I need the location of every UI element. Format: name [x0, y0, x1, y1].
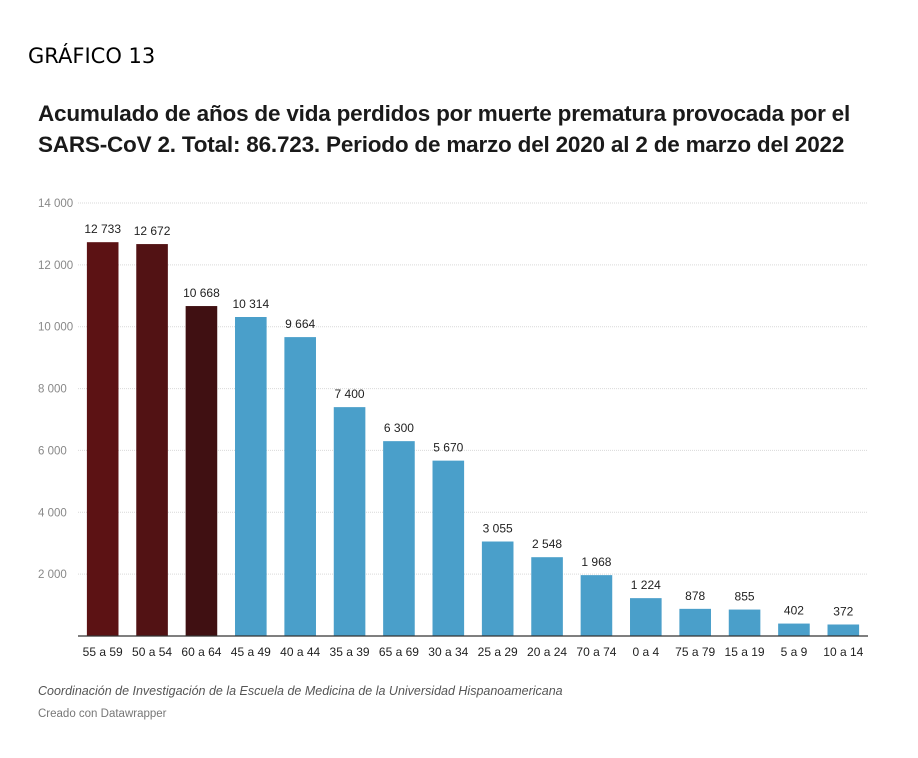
bar: [531, 557, 563, 636]
figure-label: GRÁFICO 13: [28, 44, 156, 68]
bar-value-label: 3 055: [483, 522, 513, 536]
bar: [235, 317, 267, 636]
bar-value-label: 10 314: [232, 297, 269, 311]
bar-value-label: 1 224: [631, 578, 661, 592]
bar-value-label: 372: [833, 604, 853, 618]
x-tick-label: 30 a 34: [428, 645, 468, 659]
x-tick-label: 60 a 64: [181, 645, 221, 659]
y-tick-label: 14 000: [38, 198, 73, 210]
bar: [580, 575, 613, 636]
bar: [432, 460, 465, 636]
bar-value-label: 9 664: [285, 317, 315, 331]
bar-value-label: 402: [784, 604, 804, 618]
bar-value-label: 7 400: [335, 387, 365, 401]
x-tick-label: 25 a 29: [478, 645, 518, 659]
bar-chart: 2 000 4 000 6 000 8 000 10 000 12 000 14 000 12…: [38, 198, 868, 659]
credit-note: Creado con Datawrapper: [38, 708, 167, 720]
bar: [383, 441, 415, 636]
y-tick-label: 2 000: [38, 569, 67, 581]
x-tick-label: 20 a 24: [527, 645, 567, 659]
bar: [827, 624, 860, 636]
source-note: Coordinación de Investigación de la Escu…: [38, 684, 563, 698]
bar-value-label: 12 672: [134, 224, 171, 238]
bar-value-label: 855: [735, 590, 755, 604]
bar-value-label: 12 733: [84, 222, 121, 236]
bar: [481, 541, 514, 636]
bar-value-label: 6 300: [384, 421, 414, 435]
x-tick-label: 55 a 59: [83, 645, 123, 659]
x-tick-label: 5 a 9: [781, 645, 808, 659]
x-tick-label: 15 a 19: [725, 645, 765, 659]
y-tick-label: 12 000: [38, 260, 73, 272]
y-tick-label: 10 000: [38, 322, 73, 334]
x-tick-label: 45 a 49: [231, 645, 271, 659]
bar-value-label: 10 668: [183, 286, 220, 300]
x-tick-label: 40 a 44: [280, 645, 320, 659]
bar: [284, 337, 316, 636]
x-tick-label: 35 a 39: [330, 645, 370, 659]
bar-value-label: 2 548: [532, 537, 562, 551]
bar: [86, 242, 119, 636]
bar: [778, 623, 810, 636]
x-tick-label: 65 a 69: [379, 645, 419, 659]
bar: [185, 306, 218, 636]
x-tick-label: 75 a 79: [675, 645, 715, 659]
x-tick-label: 0 a 4: [632, 645, 659, 659]
bar: [728, 609, 761, 636]
x-tick-label: 10 a 14: [823, 645, 863, 659]
y-tick-label: 4 000: [38, 507, 67, 519]
y-tick-label: 8 000: [38, 384, 67, 396]
bar: [679, 608, 711, 636]
x-tick-label: 50 a 54: [132, 645, 172, 659]
bar: [136, 244, 168, 637]
bar: [630, 598, 662, 636]
y-tick-label: 6 000: [38, 445, 67, 457]
chart-title: Acumulado de años de vida perdidos por m…: [38, 101, 851, 157]
bar: [333, 407, 366, 636]
x-tick-label: 70 a 74: [576, 645, 616, 659]
bar-value-label: 5 670: [433, 441, 463, 455]
bar-value-label: 878: [685, 589, 705, 603]
bar-value-label: 1 968: [581, 555, 611, 569]
